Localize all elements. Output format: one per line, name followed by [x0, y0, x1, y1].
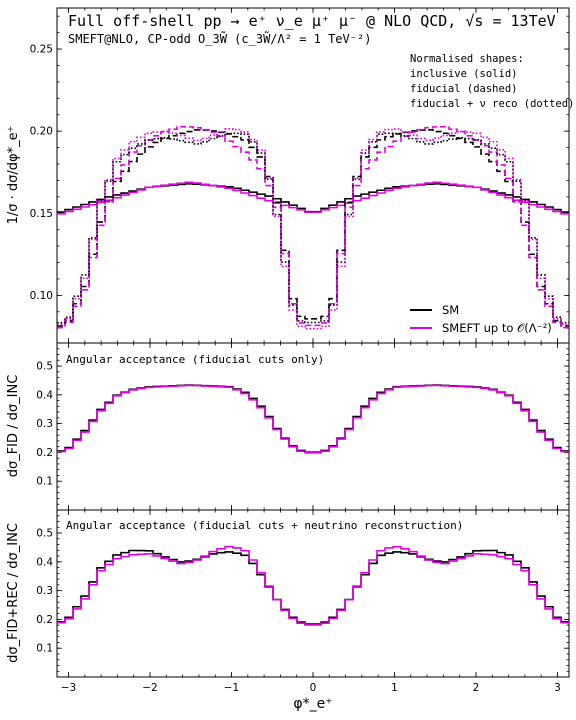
legend-label-smeft: SMEFT up to 𝒪(Λ⁻²) [442, 321, 552, 335]
panel1-sm-solid-curve [57, 183, 569, 213]
x-axis-label: φ*_e⁺ [293, 696, 332, 712]
y-tick-label: 0.25 [30, 44, 53, 56]
panel1-smeft-dotted-curve [57, 128, 569, 330]
panel3-frame [56, 509, 570, 678]
panel1-smeft-dashed-curve [57, 125, 569, 329]
panel2-smeft-solid-curve [57, 384, 569, 454]
y-tick-label: 0.3 [36, 418, 53, 430]
legend-note-line-3: fiducial (dashed) [410, 83, 517, 95]
legend-label-sm: SM [442, 303, 459, 317]
panel1-ylabel: 1/σ · dσ/dφ*_e⁺ [6, 126, 21, 225]
panel3-smeft-solid-curve [57, 545, 569, 626]
y-tick-label: 0.5 [36, 528, 53, 540]
legend-note-line-4: fiducial + ν reco (dotted) [410, 98, 574, 110]
y-tick-label: 0.4 [36, 556, 53, 568]
panel1-smeft-solid-curve [57, 181, 569, 215]
legend-note-line-1: Normalised shapes: [410, 53, 524, 65]
chart-subtitle: SMEFT@NLO, CP-odd O_3W̃ (c_3W̃/Λ² = 1 Te… [68, 31, 371, 46]
panel3-sm-solid-curve [57, 549, 569, 625]
legend-note-line-2: inclusive (solid) [410, 68, 517, 80]
panel2-note: Angular acceptance (fiducial cuts only) [66, 353, 324, 366]
panel2-frame [56, 342, 570, 511]
x-tick-label: 3 [554, 682, 561, 694]
x-tick-label: −2 [142, 682, 157, 694]
x-tick-label: −3 [61, 682, 76, 694]
panel3-ylabel: dσ_FID+REC / dσ_INC [6, 523, 21, 663]
panel2-sm-solid-curve [57, 384, 569, 453]
y-tick-label: 0.1 [36, 476, 53, 488]
y-tick-label: 0.3 [36, 585, 53, 597]
chart-title: Full off-shell pp → e⁺ ν_e μ⁺ μ⁻ @ NLO Q… [68, 12, 556, 30]
y-tick-label: 0.4 [36, 389, 53, 401]
y-tick-label: 0.5 [36, 361, 53, 373]
x-tick-label: −1 [224, 682, 239, 694]
panel1-sm-dotted-curve [57, 132, 569, 324]
panel1-sm-dashed-curve [57, 129, 569, 327]
x-tick-label: 1 [391, 682, 398, 694]
y-tick-label: 0.2 [36, 447, 53, 459]
panel3-note: Angular acceptance (fiducial cuts + neut… [66, 519, 463, 532]
x-tick-label: 0 [310, 682, 317, 694]
y-tick-label: 0.1 [36, 643, 53, 655]
panel2-ylabel: dσ_FID / dσ_INC [6, 375, 21, 478]
y-tick-label: 0.2 [36, 614, 53, 626]
y-tick-label: 0.15 [30, 208, 53, 220]
x-tick-label: 2 [473, 682, 480, 694]
y-tick-label: 0.20 [30, 126, 53, 138]
y-tick-label: 0.10 [30, 290, 53, 302]
